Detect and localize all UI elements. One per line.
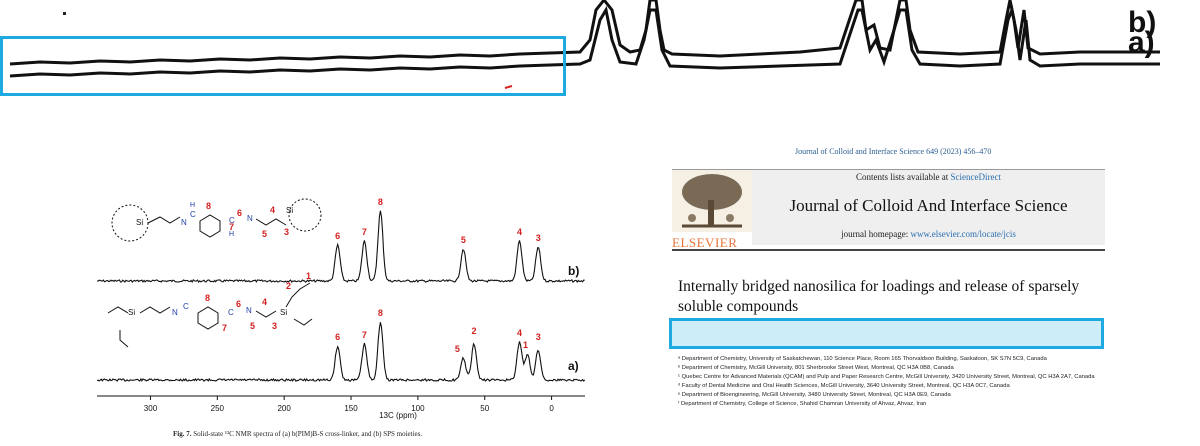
svg-text:4: 4: [270, 205, 275, 215]
elsevier-wordmark: ELSEVIER: [672, 235, 738, 250]
svg-text:C: C: [183, 302, 189, 311]
affiliation-item: ᵃ Department of Chemistry, University of…: [678, 356, 1047, 362]
nmr-figure: Si N C H C N H Si 8 6 7 4 5 3 Si N C C N…: [96, 197, 586, 420]
svg-text:C: C: [228, 308, 234, 317]
svg-text:7: 7: [222, 323, 227, 333]
peak-label-a: 6: [335, 332, 340, 342]
svg-text:Si: Si: [128, 308, 135, 317]
journal-header-line: Journal of Colloid and Interface Science…: [795, 147, 992, 156]
svg-text:8: 8: [205, 293, 210, 303]
svg-text:N: N: [181, 218, 187, 227]
svg-text:H: H: [190, 202, 195, 209]
affiliation-item: ᵈ Faculty of Dental Medicine and Oral He…: [678, 383, 1010, 389]
caption-label: Fig. 7.: [173, 430, 192, 438]
svg-text:C: C: [229, 216, 235, 225]
svg-text:8: 8: [206, 201, 211, 211]
red-tick: [504, 85, 513, 89]
highlight-box-top: [0, 36, 566, 96]
zoomed-spectrum: b) a): [9, 0, 1160, 89]
x-tick-label: 100: [411, 404, 425, 413]
svg-text:2: 2: [286, 281, 291, 291]
spectrum-trace-b: [96, 210, 585, 284]
svg-text:N: N: [247, 214, 253, 223]
structure-b-numbers: 8 6 7 4 5 3: [206, 201, 289, 239]
svg-text:3: 3: [284, 227, 289, 237]
peak-label-a: 4: [517, 328, 522, 338]
speck: [63, 12, 66, 15]
banner-rule-bottom: [672, 249, 1105, 251]
affiliation-item: ᶜ Quebec Centre for Advanced Materials (…: [678, 374, 1095, 380]
svg-text:Si: Si: [286, 206, 293, 215]
panel-label-a: a): [568, 359, 579, 373]
svg-text:N: N: [172, 308, 178, 317]
homepage-link[interactable]: www.elsevier.com/locate/jcis: [910, 229, 1016, 239]
svg-text:3: 3: [272, 321, 277, 331]
x-tick-label: 200: [277, 404, 291, 413]
svg-text:1: 1: [306, 271, 311, 281]
svg-text:5: 5: [250, 321, 255, 331]
journal-banner: Contents lists available at ScienceDirec…: [752, 170, 1105, 245]
structure-a-numbers: 8 6 7 4 5 3 2 1: [205, 271, 311, 333]
paper-title: Internally bridged nanosilica for loadin…: [678, 278, 1080, 315]
x-tick-label: 0: [549, 404, 554, 413]
x-tick-label: 150: [344, 404, 358, 413]
zoom-trace-a: [9, 4, 1160, 78]
svg-text:C: C: [190, 210, 196, 219]
svg-text:5: 5: [262, 229, 267, 239]
structure-b: Si N C H C N H Si: [111, 198, 322, 242]
contents-prefix: Contents lists available at: [856, 172, 951, 182]
elsevier-logo: ELSEVIER: [672, 170, 752, 250]
banner-rule-top: [672, 169, 1105, 170]
svg-text:H: H: [229, 231, 234, 238]
zoom-label-a: a): [1128, 26, 1155, 59]
peak-label-b: 5: [461, 235, 466, 245]
peak-label-b: 3: [536, 233, 541, 243]
peak-label-a: 3: [536, 332, 541, 342]
affiliation-item: ᵉ Department of Bioengineering, McGill U…: [678, 392, 951, 398]
x-tick-label: 50: [480, 404, 489, 413]
svg-text:6: 6: [236, 299, 241, 309]
panel-label-b: b): [568, 264, 579, 278]
peak-label-b: 7: [362, 227, 367, 237]
zoom-label-b: b): [1128, 6, 1156, 39]
homepage-prefix: journal homepage:: [841, 229, 911, 239]
svg-text:N: N: [246, 306, 252, 315]
svg-text:Si: Si: [136, 218, 143, 227]
svg-text:Si: Si: [280, 308, 287, 317]
peak-label-b: 4: [517, 227, 522, 237]
peak-label-a: 2: [472, 326, 477, 336]
tree-logo-icon: [672, 170, 752, 232]
structure-a: Si N C C N Si: [107, 282, 313, 348]
svg-text:4: 4: [262, 297, 267, 307]
highlight-box-authors: [669, 318, 1104, 349]
svg-text:6: 6: [237, 208, 242, 218]
journal-title: Journal of Colloid And Interface Science: [789, 196, 1068, 215]
journal-homepage-line: journal homepage: www.elsevier.com/locat…: [752, 229, 1105, 239]
x-axis-label: 13C (ppm): [379, 411, 417, 420]
peak-label-a: 1: [523, 340, 528, 350]
peak-label-a: 8: [378, 308, 383, 318]
peak-label-a: 5: [455, 344, 460, 354]
contents-line: Contents lists available at ScienceDirec…: [752, 172, 1105, 182]
caption-text: Solid-state ¹³C NMR spectra of (a) b(PIM…: [193, 430, 423, 438]
sciencedirect-link[interactable]: ScienceDirect: [950, 172, 1001, 182]
affiliations: ᵃ Department of Chemistry, University of…: [678, 355, 1178, 409]
figure-caption: Fig. 7. Solid-state ¹³C NMR spectra of (…: [173, 430, 593, 438]
affiliation-item: ᶠ Department of Chemistry, College of Sc…: [678, 401, 927, 407]
peak-label-b: 6: [335, 231, 340, 241]
x-tick-label: 250: [211, 404, 225, 413]
spectrum-trace-a: [96, 322, 586, 382]
peak-label-a: 7: [362, 330, 367, 340]
affiliation-item: ᵇ Department of Chemistry, McGill Univer…: [678, 365, 954, 371]
svg-text:7: 7: [229, 222, 234, 232]
peak-label-b: 8: [378, 197, 383, 207]
x-tick-label: 300: [144, 404, 158, 413]
